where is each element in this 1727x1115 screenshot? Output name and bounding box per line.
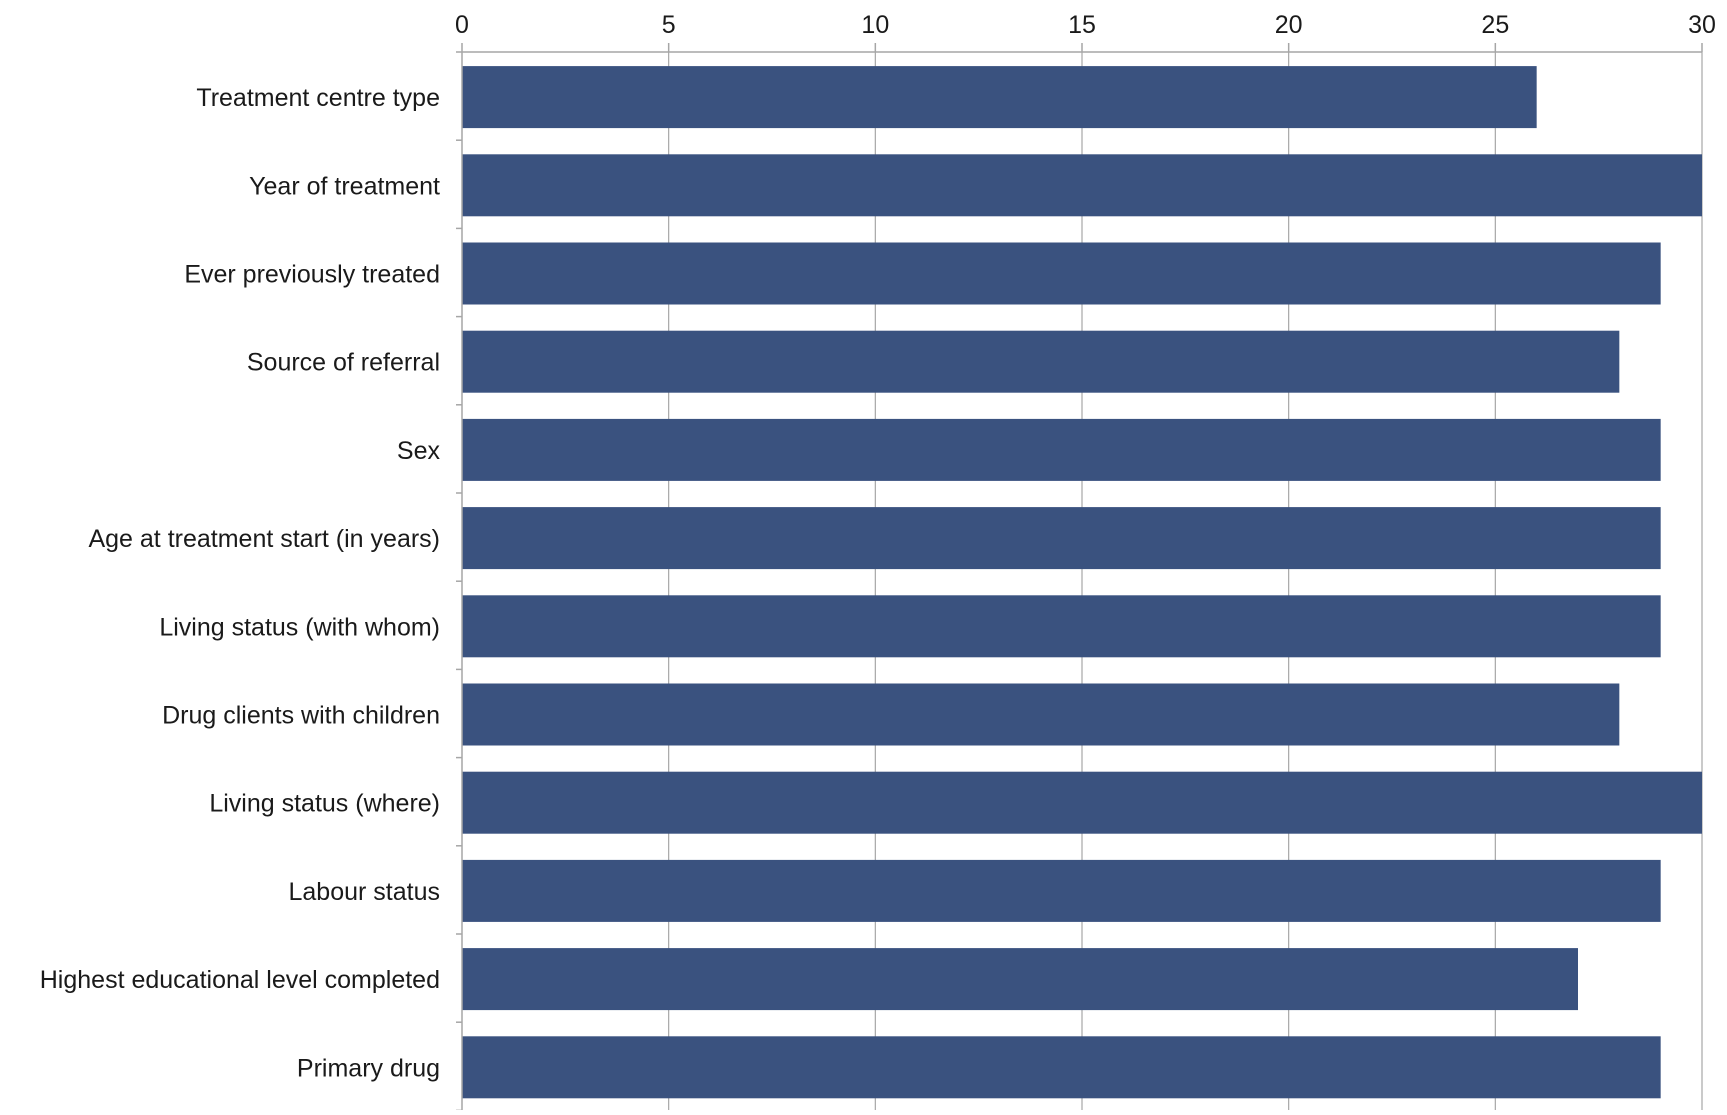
bar-8 — [462, 771, 1702, 834]
category-labels: Treatment centre type Year of treatment Ev… — [40, 84, 441, 1082]
category-label-4: Sex — [397, 437, 441, 465]
bar-4 — [462, 418, 1661, 481]
category-label-9: Labour status — [289, 878, 441, 906]
bar-9 — [462, 859, 1661, 922]
x-tick-label-15: 15 — [1068, 11, 1096, 39]
x-tick-label-25: 25 — [1481, 11, 1509, 39]
bar-3 — [462, 330, 1620, 393]
category-label-0: Treatment centre type — [196, 84, 440, 112]
category-label-1: Year of treatment — [249, 172, 440, 200]
x-tick-label-10: 10 — [861, 11, 889, 39]
bar-6 — [462, 595, 1661, 658]
x-tick-label-5: 5 — [662, 11, 676, 39]
bar-0 — [462, 66, 1537, 129]
category-label-2: Ever previously treated — [184, 261, 440, 289]
category-label-7: Drug clients with children — [162, 702, 440, 730]
x-tick-label-0: 0 — [455, 11, 469, 39]
x-tick-label-30: 30 — [1688, 11, 1716, 39]
category-label-10: Highest educational level completed — [40, 966, 440, 994]
category-label-8: Living status (where) — [209, 790, 440, 818]
grid-lines — [668, 52, 1703, 1110]
bar-10 — [462, 948, 1578, 1011]
category-label-5: Age at treatment start (in years) — [88, 525, 440, 553]
x-tick-labels: 0 5 10 15 20 25 30 — [455, 11, 1716, 39]
axes — [456, 43, 1703, 1112]
x-tick-label-20: 20 — [1275, 11, 1303, 39]
category-label-11: Primary drug — [297, 1054, 440, 1082]
bars — [462, 66, 1702, 1099]
category-label-3: Source of referral — [247, 349, 440, 377]
bar-1 — [462, 154, 1702, 217]
bar-7 — [462, 683, 1620, 746]
bar-2 — [462, 242, 1661, 305]
bar-5 — [462, 507, 1661, 570]
bar-11 — [462, 1036, 1661, 1099]
category-label-6: Living status (with whom) — [159, 613, 440, 641]
